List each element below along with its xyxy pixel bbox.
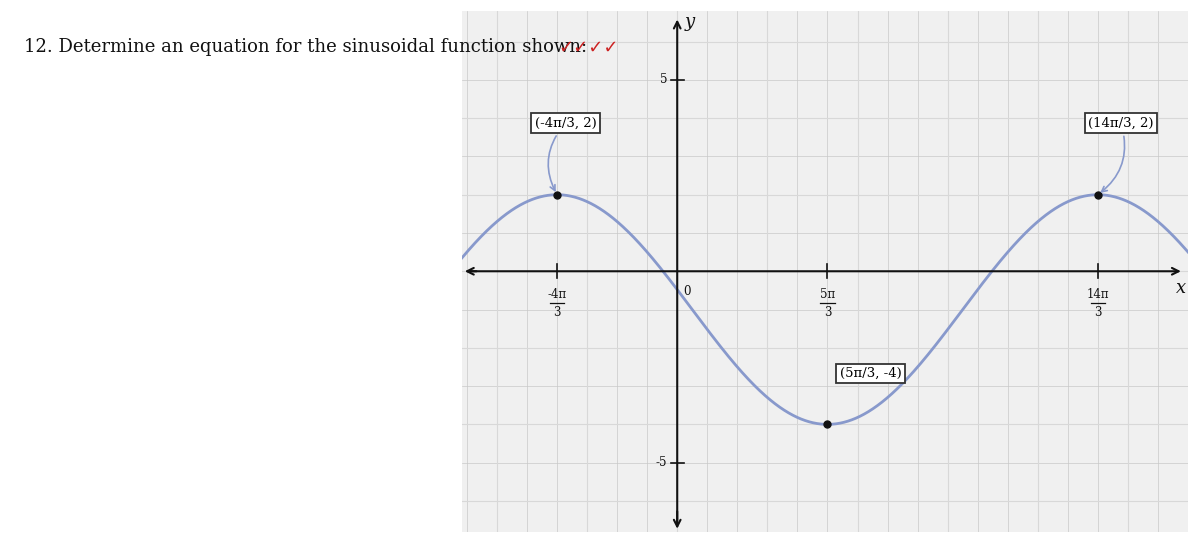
Text: (14π/3, 2): (14π/3, 2): [1088, 117, 1153, 192]
Text: 3: 3: [1094, 306, 1102, 319]
Text: -5: -5: [655, 456, 667, 469]
Text: x: x: [1176, 279, 1187, 298]
Text: 14π: 14π: [1087, 288, 1109, 301]
Text: ✓✓✓✓: ✓✓✓✓: [558, 38, 618, 56]
Text: 3: 3: [823, 306, 832, 319]
Text: 12. Determine an equation for the sinusoidal function shown:: 12. Determine an equation for the sinuso…: [24, 38, 593, 56]
Text: 5: 5: [660, 73, 667, 87]
Text: (5π/3, -4): (5π/3, -4): [840, 367, 901, 380]
Text: (-4π/3, 2): (-4π/3, 2): [535, 117, 596, 191]
Text: -4π: -4π: [547, 288, 566, 301]
Text: y: y: [684, 13, 695, 31]
Text: 3: 3: [553, 306, 560, 319]
Text: 0: 0: [684, 284, 691, 298]
Text: 5π: 5π: [820, 288, 835, 301]
